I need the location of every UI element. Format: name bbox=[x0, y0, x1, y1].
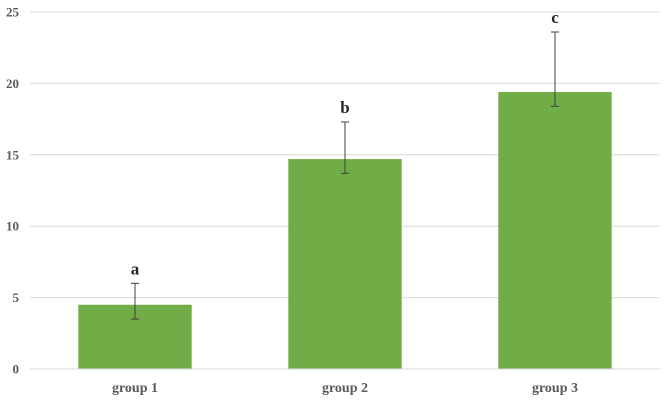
y-tick-label: 5 bbox=[13, 290, 20, 305]
x-axis: group 1 group 2 group 3 bbox=[30, 368, 660, 396]
x-tick-label: group 2 bbox=[322, 381, 368, 396]
y-axis: 0 5 10 15 20 25 bbox=[6, 5, 20, 377]
y-tick-label: 10 bbox=[6, 219, 19, 234]
significance-label: b bbox=[340, 98, 349, 117]
x-tick-label: group 3 bbox=[532, 381, 578, 396]
bar bbox=[288, 159, 402, 369]
y-tick-label: 25 bbox=[6, 5, 20, 20]
bar bbox=[498, 91, 612, 369]
significance-label: a bbox=[131, 259, 140, 278]
significance-label: c bbox=[551, 8, 559, 27]
significance-labels: a b c bbox=[131, 8, 559, 278]
x-tick-label: group 1 bbox=[112, 381, 158, 396]
y-tick-label: 15 bbox=[6, 147, 20, 162]
error-bars bbox=[131, 31, 559, 320]
y-tick-label: 20 bbox=[6, 76, 19, 91]
y-tick-label: 0 bbox=[13, 362, 20, 377]
bars bbox=[78, 91, 612, 369]
